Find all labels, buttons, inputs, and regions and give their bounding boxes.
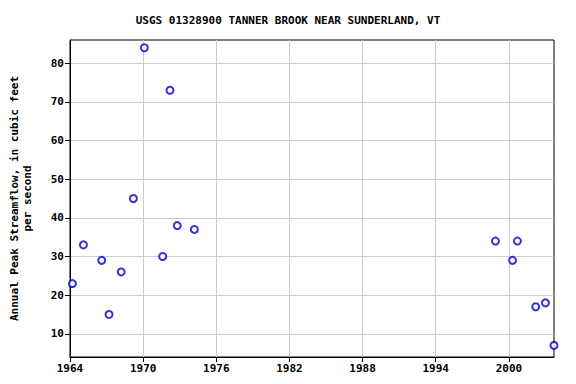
svg-text:USGS 01328900 TANNER BROOK NEA: USGS 01328900 TANNER BROOK NEAR SUNDERLA… [136,14,441,27]
svg-text:2000: 2000 [496,362,523,375]
svg-text:1988: 1988 [349,362,376,375]
svg-text:30: 30 [51,250,64,263]
svg-text:per second: per second [21,165,34,231]
svg-text:Annual Peak Streamflow, in cub: Annual Peak Streamflow, in cubic feet [8,76,21,321]
svg-text:40: 40 [51,211,64,224]
svg-text:60: 60 [51,134,64,147]
svg-text:1994: 1994 [422,362,449,375]
svg-text:1970: 1970 [130,362,157,375]
svg-text:20: 20 [51,289,64,302]
svg-text:1964: 1964 [57,362,84,375]
svg-text:50: 50 [51,173,64,186]
svg-text:1982: 1982 [276,362,303,375]
svg-text:10: 10 [51,327,64,340]
svg-text:70: 70 [51,95,64,108]
svg-text:80: 80 [51,57,64,70]
svg-text:1976: 1976 [203,362,230,375]
